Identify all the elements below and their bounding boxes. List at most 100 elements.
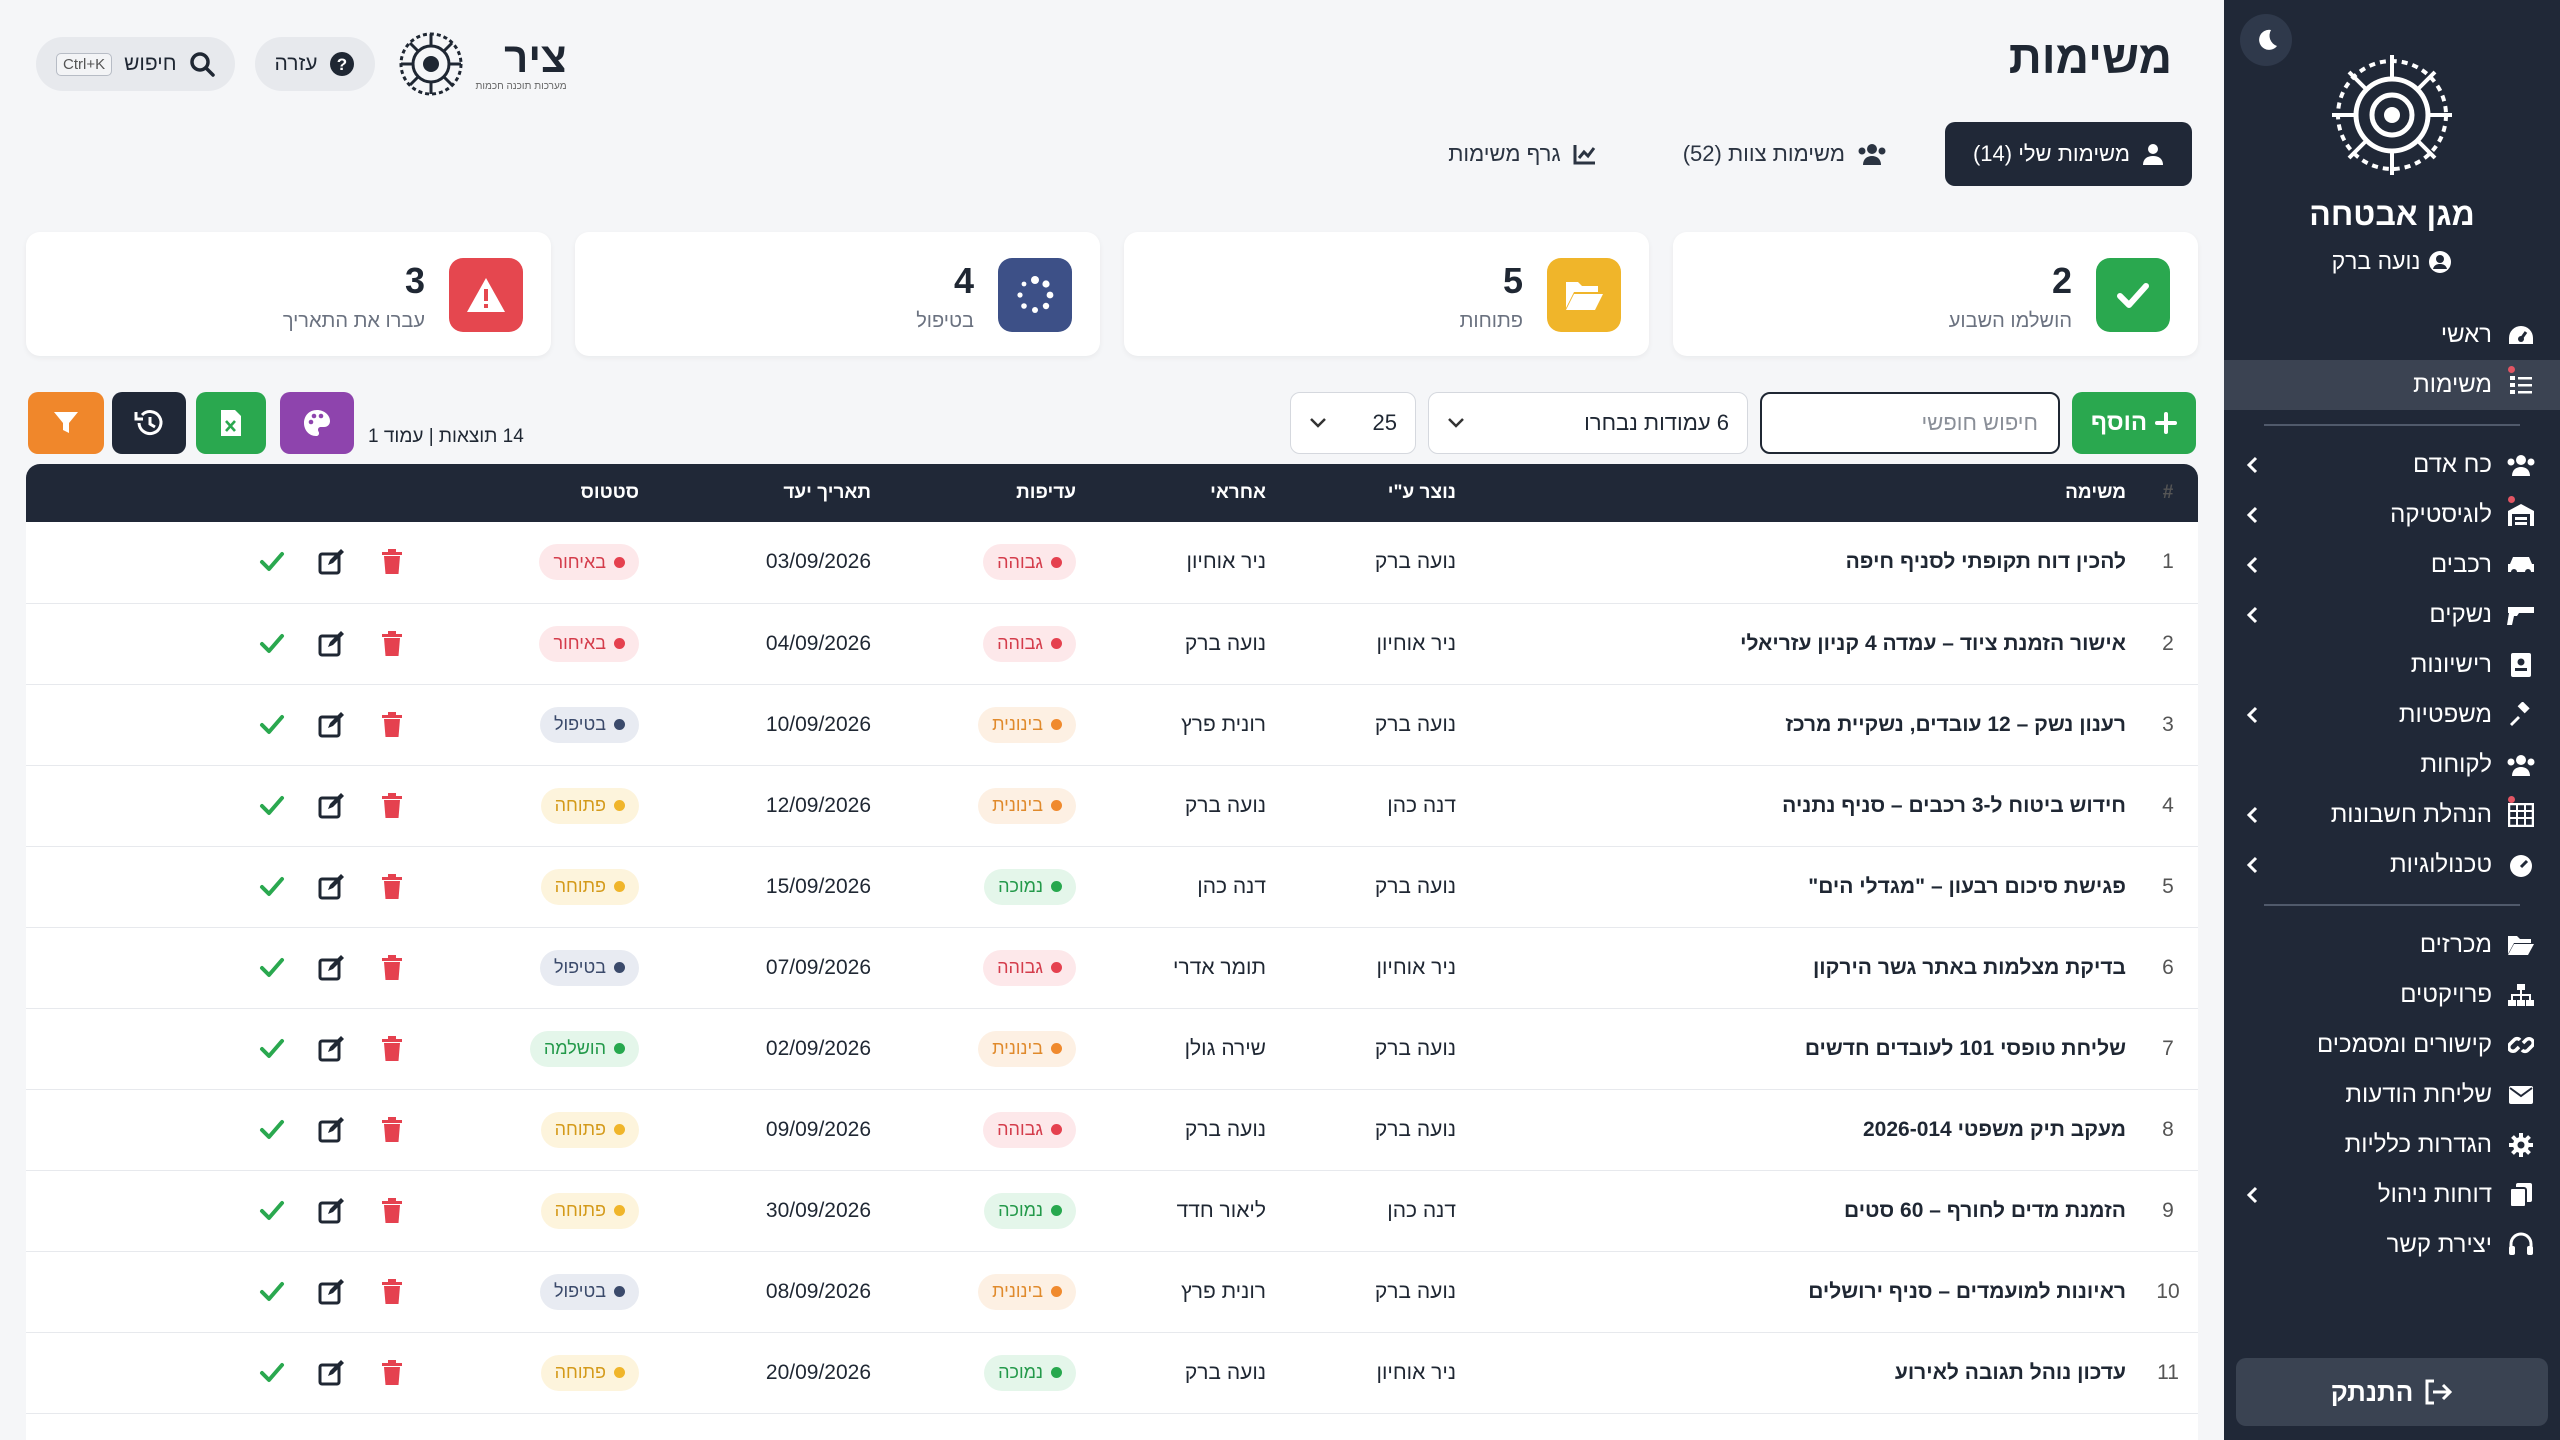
dark-mode-toggle[interactable] bbox=[2240, 14, 2292, 66]
col-header-status[interactable]: סטטוס bbox=[580, 482, 639, 503]
table-row[interactable]: 5 פגישת סיכום רבעון – "מגדלי הים" נועה ברק… bbox=[26, 846, 2198, 928]
complete-check-icon[interactable] bbox=[257, 953, 287, 983]
filter-button[interactable] bbox=[28, 392, 104, 454]
table-row[interactable]: 8 מעקב תיק משפטי 2026-014 נועה ברק נועה ברק… bbox=[26, 1089, 2198, 1171]
sidebar-item[interactable]: הנהלת חשבונות bbox=[2224, 790, 2560, 840]
tab-my-tasks[interactable]: משימות שלי (14) bbox=[1944, 122, 2192, 186]
sidebar-item[interactable]: פרויקטים bbox=[2224, 970, 2560, 1020]
chevron-left-icon[interactable] bbox=[2246, 856, 2258, 874]
complete-check-icon[interactable] bbox=[257, 872, 287, 902]
delete-icon[interactable] bbox=[377, 872, 407, 902]
sidebar-item[interactable]: נשקים bbox=[2224, 590, 2560, 640]
complete-check-icon[interactable] bbox=[257, 710, 287, 740]
chevron-left-icon[interactable] bbox=[2246, 1186, 2258, 1204]
chevron-left-icon[interactable] bbox=[2246, 606, 2258, 624]
complete-check-icon[interactable] bbox=[257, 1115, 287, 1145]
sidebar-item[interactable]: משפטיות bbox=[2224, 690, 2560, 740]
columns-select[interactable]: 6 עמודות נבחרו bbox=[1428, 392, 1748, 454]
delete-icon[interactable] bbox=[377, 547, 407, 577]
sidebar-item[interactable]: לוגיסטיקה bbox=[2224, 490, 2560, 540]
delete-icon[interactable] bbox=[377, 710, 407, 740]
table-row[interactable]: 7 שליחת טופסי 101 לעובדים חדשים נועה ברק שי… bbox=[26, 1008, 2198, 1090]
delete-icon[interactable] bbox=[377, 1034, 407, 1064]
delete-icon[interactable] bbox=[377, 953, 407, 983]
sidebar-item[interactable]: דוחות ניהול bbox=[2224, 1170, 2560, 1220]
sidebar-item[interactable]: טכנולוגיות bbox=[2224, 840, 2560, 890]
delete-icon[interactable] bbox=[377, 791, 407, 821]
complete-check-icon[interactable] bbox=[257, 629, 287, 659]
sidebar-item[interactable]: הגדרות כלליות bbox=[2224, 1120, 2560, 1170]
edit-icon[interactable] bbox=[317, 1358, 347, 1388]
stat-overdue[interactable]: 3 עברו את התאריך bbox=[26, 232, 551, 356]
chevron-left-icon[interactable] bbox=[2246, 556, 2258, 574]
edit-icon[interactable] bbox=[317, 1196, 347, 1226]
stat-in-progress[interactable]: 4 בטיפול bbox=[575, 232, 1100, 356]
col-header-priority[interactable]: עדיפות bbox=[1016, 482, 1076, 503]
task-title[interactable]: עדכון נוהל תגובה לאירוע bbox=[1468, 1332, 2138, 1414]
help-button[interactable]: ? עזרה bbox=[254, 37, 376, 91]
complete-check-icon[interactable] bbox=[257, 1277, 287, 1307]
sidebar-item[interactable]: שליחת הודעות bbox=[2224, 1070, 2560, 1120]
brand-logo[interactable]: ציר מערכות תוכנה חכמות bbox=[395, 28, 567, 100]
table-row[interactable]: 4 חידוש ביטוח ל-3 רכבים – סניף נתניה דנה כ… bbox=[26, 765, 2198, 847]
tab-team-tasks[interactable]: משימות צוות (52) bbox=[1655, 122, 1915, 186]
chevron-left-icon[interactable] bbox=[2246, 506, 2258, 524]
task-title[interactable]: בדיקת מצלמות באתר גשר הירקון bbox=[1468, 927, 2138, 1009]
table-row[interactable]: 9 הזמנת מדים לחורף – 60 סטים דנה כהן ליאור … bbox=[26, 1170, 2198, 1252]
edit-icon[interactable] bbox=[317, 872, 347, 902]
sidebar-item[interactable]: קישורים ומסמכים bbox=[2224, 1020, 2560, 1070]
col-header-index[interactable]: # bbox=[2162, 482, 2174, 503]
task-title[interactable]: אישור הזמנת ציוד – עמדה 4 קניון עזריאלי bbox=[1468, 603, 2138, 685]
free-search-input[interactable] bbox=[1760, 392, 2060, 454]
sidebar-item[interactable]: רישיונות bbox=[2224, 640, 2560, 690]
sidebar-item[interactable]: רכבים bbox=[2224, 540, 2560, 590]
edit-icon[interactable] bbox=[317, 547, 347, 577]
stat-open[interactable]: 5 פתוחות bbox=[1124, 232, 1649, 356]
task-title[interactable]: להכין דוח תקופתי לסניף חיפה bbox=[1468, 522, 2138, 604]
sidebar-item[interactable]: ראשי bbox=[2224, 310, 2560, 360]
task-title[interactable]: מעקב תיק משפטי 2026-014 bbox=[1468, 1089, 2138, 1171]
edit-icon[interactable] bbox=[317, 1277, 347, 1307]
page-size-select[interactable]: 25 bbox=[1290, 392, 1416, 454]
col-header-task[interactable]: משימה bbox=[2065, 482, 2126, 503]
edit-icon[interactable] bbox=[317, 710, 347, 740]
task-title[interactable]: ראיונות למועמדים – סניף ירושלים bbox=[1468, 1251, 2138, 1333]
delete-icon[interactable] bbox=[377, 1115, 407, 1145]
delete-icon[interactable] bbox=[377, 1196, 407, 1226]
delete-icon[interactable] bbox=[377, 1358, 407, 1388]
table-row[interactable]: 11 עדכון נוהל תגובה לאירוע ניר אוחיון נועה … bbox=[26, 1332, 2198, 1414]
task-title[interactable]: חידוש ביטוח ל-3 רכבים – סניף נתניה bbox=[1468, 765, 2138, 847]
delete-icon[interactable] bbox=[377, 1277, 407, 1307]
table-row[interactable]: 10 ראיונות למועמדים – סניף ירושלים נועה בר… bbox=[26, 1251, 2198, 1333]
sidebar-item[interactable]: מכרזים bbox=[2224, 920, 2560, 970]
theme-palette-button[interactable] bbox=[280, 392, 354, 454]
sidebar-item[interactable]: משימות bbox=[2224, 360, 2560, 410]
task-title[interactable]: רענון נשק – 12 עובדים, נשקיית מרכז bbox=[1468, 684, 2138, 766]
chevron-left-icon[interactable] bbox=[2246, 706, 2258, 724]
complete-check-icon[interactable] bbox=[257, 1358, 287, 1388]
col-header-owner[interactable]: אחראי bbox=[1210, 482, 1266, 503]
complete-check-icon[interactable] bbox=[257, 1196, 287, 1226]
table-row[interactable]: 1 להכין דוח תקופתי לסניף חיפה נועה ברק ניר … bbox=[26, 522, 2198, 604]
col-header-creator[interactable]: נוצר ע"י bbox=[1387, 482, 1456, 503]
current-user[interactable]: נועה ברק bbox=[2224, 248, 2560, 275]
complete-check-icon[interactable] bbox=[257, 791, 287, 821]
delete-icon[interactable] bbox=[377, 629, 407, 659]
edit-icon[interactable] bbox=[317, 1034, 347, 1064]
table-row[interactable]: 2 אישור הזמנת ציוד – עמדה 4 קניון עזריאלי… bbox=[26, 603, 2198, 685]
edit-icon[interactable] bbox=[317, 1115, 347, 1145]
task-title[interactable]: שליחת טופסי 101 לעובדים חדשים bbox=[1468, 1008, 2138, 1090]
export-excel-button[interactable] bbox=[196, 392, 266, 454]
complete-check-icon[interactable] bbox=[257, 547, 287, 577]
logout-button[interactable]: התנתק bbox=[2236, 1358, 2548, 1426]
stat-completed-week[interactable]: 2 הושלמו השבוע bbox=[1673, 232, 2198, 356]
chevron-left-icon[interactable] bbox=[2246, 806, 2258, 824]
edit-icon[interactable] bbox=[317, 791, 347, 821]
sidebar-item[interactable]: יצירת קשר bbox=[2224, 1220, 2560, 1270]
history-button[interactable] bbox=[112, 392, 186, 454]
edit-icon[interactable] bbox=[317, 953, 347, 983]
table-row[interactable]: 3 רענון נשק – 12 עובדים, נשקיית מרכז נועה … bbox=[26, 684, 2198, 766]
global-search-button[interactable]: חיפוש Ctrl+K bbox=[36, 37, 235, 91]
edit-icon[interactable] bbox=[317, 629, 347, 659]
table-row[interactable]: 6 בדיקת מצלמות באתר גשר הירקון ניר אוחיון ת… bbox=[26, 927, 2198, 1009]
